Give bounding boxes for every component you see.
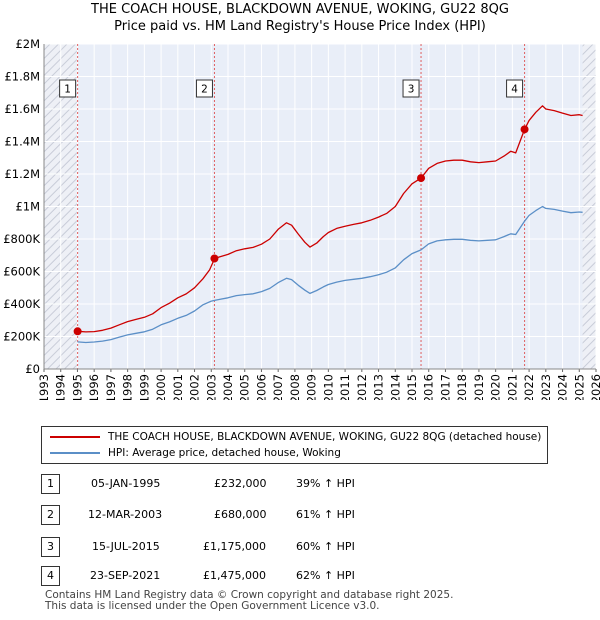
sale-point bbox=[210, 254, 219, 263]
x-tick-label: 2009 bbox=[305, 374, 319, 400]
y-tick-label: £1M bbox=[15, 200, 40, 214]
sale-price: £232,000 bbox=[214, 477, 267, 490]
x-tick-label: 2026 bbox=[589, 374, 600, 400]
sale-label-box bbox=[59, 79, 77, 98]
x-tick-label: 2002 bbox=[188, 374, 202, 400]
x-tick-label: 2014 bbox=[388, 374, 402, 400]
y-tick-label: £2M bbox=[15, 37, 40, 51]
table-row: 4 23-SEP-2021 £1,475,000 62% ↑ HPI bbox=[41, 566, 561, 586]
y-tick-label: £0 bbox=[25, 362, 40, 376]
x-tick-label: 1997 bbox=[104, 374, 118, 400]
legend-swatch-property bbox=[50, 436, 100, 438]
sale-marker-box: 2 bbox=[41, 505, 60, 525]
legend-item-property: THE COACH HOUSE, BLACKDOWN AVENUE, WOKIN… bbox=[50, 429, 541, 445]
x-tick-label: 2023 bbox=[539, 374, 553, 400]
x-tick-label: 2006 bbox=[254, 374, 268, 400]
chart-legend: THE COACH HOUSE, BLACKDOWN AVENUE, WOKIN… bbox=[41, 426, 548, 464]
x-tick-label: 2001 bbox=[171, 374, 185, 400]
y-tick-label: £800K bbox=[3, 232, 40, 246]
sale-label-number: 4 bbox=[511, 84, 518, 96]
y-tick-label: £1.2M bbox=[4, 167, 40, 181]
x-tick-label: 2015 bbox=[405, 374, 419, 400]
footer-copyright: Contains HM Land Registry data © Crown c… bbox=[45, 589, 454, 601]
sale-hpi-change: 60% ↑ HPI bbox=[296, 540, 355, 553]
x-tick-label: 1996 bbox=[87, 374, 101, 400]
sale-date: 15-JUL-2015 bbox=[92, 540, 160, 553]
y-tick-label: £1.6M bbox=[4, 102, 40, 116]
y-tick-label: £400K bbox=[3, 297, 40, 311]
sale-label-box bbox=[506, 79, 524, 98]
x-tick-label: 2022 bbox=[522, 374, 536, 400]
legend-item-hpi: HPI: Average price, detached house, Woki… bbox=[50, 445, 341, 461]
sale-point bbox=[520, 125, 529, 134]
sale-hpi-change: 62% ↑ HPI bbox=[296, 569, 355, 582]
table-row: 2 12-MAR-2003 £680,000 61% ↑ HPI bbox=[41, 505, 561, 525]
sale-price: £1,475,000 bbox=[203, 569, 266, 582]
x-tick-label: 2017 bbox=[438, 374, 452, 400]
sale-label-number: 1 bbox=[64, 84, 71, 96]
legend-label-hpi: HPI: Average price, detached house, Woki… bbox=[108, 447, 341, 459]
x-tick-label: 2021 bbox=[505, 374, 519, 400]
sale-date: 23-SEP-2021 bbox=[90, 569, 161, 582]
x-tick-label: 1995 bbox=[70, 374, 84, 400]
table-row: 3 15-JUL-2015 £1,175,000 60% ↑ HPI bbox=[41, 537, 561, 557]
x-tick-label: 2000 bbox=[154, 374, 168, 400]
sale-hpi-change: 39% ↑ HPI bbox=[296, 477, 355, 490]
sale-point bbox=[417, 174, 426, 183]
y-tick-label: £1.8M bbox=[4, 70, 40, 84]
sale-date: 12-MAR-2003 bbox=[88, 508, 163, 521]
x-tick-label: 2003 bbox=[204, 374, 218, 400]
x-tick-label: 2007 bbox=[271, 374, 285, 400]
sale-marker-box: 4 bbox=[41, 566, 60, 586]
x-tick-label: 2005 bbox=[238, 374, 252, 400]
footer-licence: This data is licensed under the Open Gov… bbox=[45, 600, 380, 612]
sale-date: 05-JAN-1995 bbox=[91, 477, 161, 490]
table-row: 1 05-JAN-1995 £232,000 39% ↑ HPI bbox=[41, 474, 561, 494]
x-tick-label: 2010 bbox=[321, 374, 335, 400]
sale-label-number: 3 bbox=[408, 84, 415, 96]
sale-marker-box: 3 bbox=[41, 537, 60, 557]
x-tick-label: 1993 bbox=[37, 374, 51, 400]
x-tick-label: 2011 bbox=[338, 374, 352, 400]
x-tick-label: 2024 bbox=[556, 374, 570, 400]
x-tick-label: 2020 bbox=[489, 374, 503, 400]
sale-label-box bbox=[195, 79, 213, 98]
sale-label-number: 2 bbox=[201, 84, 208, 96]
x-tick-label: 2018 bbox=[455, 374, 469, 400]
x-tick-label: 1999 bbox=[137, 374, 151, 400]
sale-price: £1,175,000 bbox=[203, 540, 266, 553]
sale-price: £680,000 bbox=[214, 508, 267, 521]
sale-point bbox=[73, 327, 82, 336]
chart-title: THE COACH HOUSE, BLACKDOWN AVENUE, WOKIN… bbox=[91, 2, 509, 17]
y-tick-label: £200K bbox=[3, 330, 40, 344]
sale-hpi-change: 61% ↑ HPI bbox=[296, 508, 355, 521]
property-price-line bbox=[77, 105, 583, 333]
sale-marker-box: 1 bbox=[41, 474, 60, 494]
sale-label-box bbox=[402, 79, 420, 98]
legend-swatch-hpi bbox=[50, 452, 100, 454]
x-tick-label: 2008 bbox=[288, 374, 302, 400]
y-tick-label: £1.4M bbox=[4, 135, 40, 149]
x-tick-label: 2004 bbox=[221, 374, 235, 400]
x-tick-label: 2025 bbox=[572, 374, 586, 400]
x-tick-label: 1994 bbox=[54, 374, 68, 400]
x-tick-label: 2019 bbox=[472, 374, 486, 400]
legend-label-property: THE COACH HOUSE, BLACKDOWN AVENUE, WOKIN… bbox=[108, 431, 542, 443]
x-tick-label: 1998 bbox=[121, 374, 135, 400]
chart-subtitle: Price paid vs. HM Land Registry's House … bbox=[114, 19, 486, 34]
x-tick-label: 2016 bbox=[422, 374, 436, 400]
y-tick-label: £600K bbox=[3, 265, 40, 279]
x-tick-label: 2013 bbox=[372, 374, 386, 400]
x-tick-label: 2012 bbox=[355, 374, 369, 400]
hpi-line bbox=[77, 205, 583, 344]
price-chart: £0 £200K £400K £600K £800K £1M £1.2M £1.4M £1.6M… bbox=[3, 37, 600, 400]
